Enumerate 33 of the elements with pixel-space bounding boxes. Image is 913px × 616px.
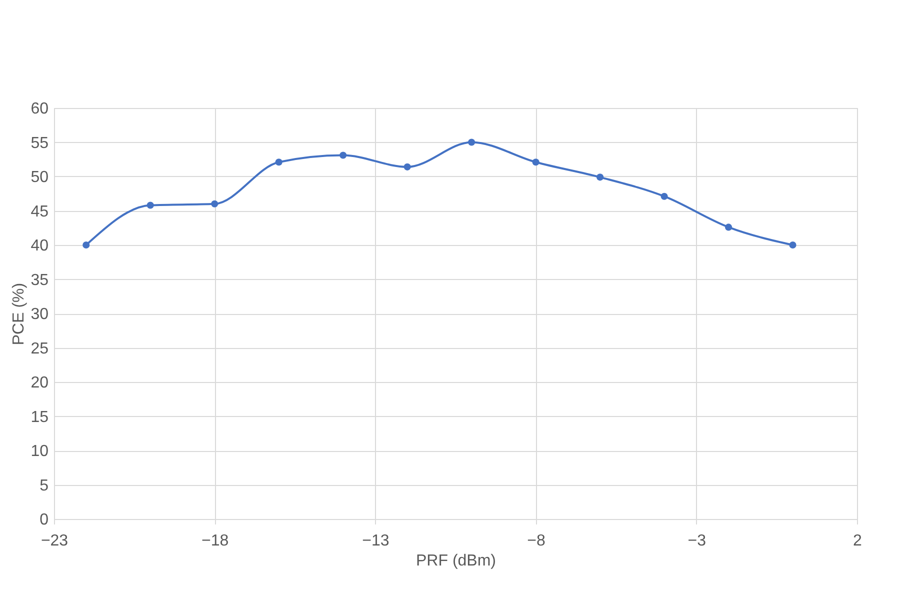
- point: [789, 241, 796, 249]
- y-tick-label: 20: [30, 374, 49, 392]
- y-tick-label: 30: [30, 306, 49, 323]
- x-axis-title: PRF (dBm): [416, 552, 496, 570]
- y-tick-label: 15: [30, 408, 49, 426]
- x-tick-label: 2: [853, 532, 862, 550]
- point: [724, 224, 732, 231]
- y-tick-label: 10: [30, 443, 49, 460]
- point: [532, 158, 540, 166]
- x-tick-label: −3: [688, 532, 706, 550]
- y-tick-label: 0: [40, 512, 49, 528]
- point: [596, 174, 604, 181]
- y-tick-label: 35: [30, 272, 49, 289]
- y-tick-label: 40: [30, 238, 49, 254]
- point: [340, 152, 347, 159]
- point: [275, 158, 282, 166]
- y-tick-label: 5: [40, 477, 49, 494]
- x-tick-label: −13: [362, 532, 390, 550]
- y-tick-label: 55: [30, 134, 49, 152]
- y-tick-label: 25: [30, 340, 49, 358]
- y-tick-label: 50: [30, 169, 49, 186]
- x-tick-label: −8: [527, 532, 546, 550]
- point: [404, 163, 411, 170]
- point: [211, 200, 218, 208]
- y-tick-label: 60: [30, 100, 49, 118]
- x-tick-label: −23: [40, 532, 68, 550]
- y-axis-title: PCE (%): [10, 282, 28, 346]
- x-tick-label: −18: [202, 532, 229, 550]
- y-tick-label: 45: [30, 203, 49, 220]
- point: [660, 192, 668, 200]
- point: [468, 138, 476, 146]
- point: [82, 241, 90, 249]
- point: [146, 202, 154, 209]
